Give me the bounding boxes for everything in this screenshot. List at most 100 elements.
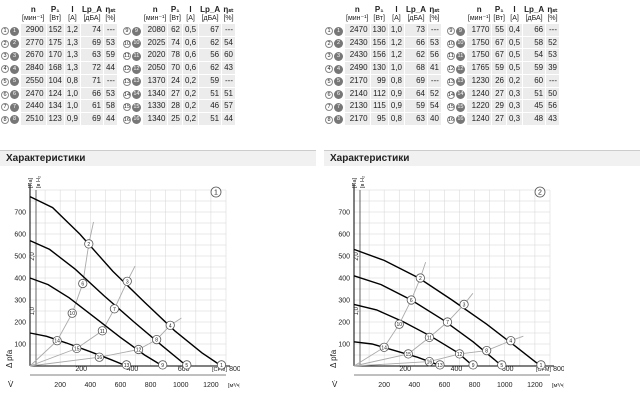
y-tick-label: 600: [338, 232, 350, 239]
x-tick-label-m3h: 400: [84, 382, 96, 389]
y-tick-label: 400: [14, 276, 26, 283]
y2-tick-label: 2,0: [354, 252, 360, 261]
operating-point-marker: 7: [334, 102, 343, 112]
cell-n: 1220: [466, 100, 492, 112]
cell-n: 1230: [466, 74, 492, 87]
cell-p: 99: [370, 74, 388, 87]
cell-i: 0,6: [182, 62, 199, 74]
cell-i: 0,3: [506, 87, 523, 100]
y-tick-label: 700: [338, 210, 350, 217]
x-tick-label-m3h: 1200: [527, 382, 543, 389]
performance-table-left: n [мин⁻¹] P₁ [Вт] I [A] Lp_A [дБА] ηₛₜ [%] n[…: [0, 4, 236, 126]
cell-p: 59: [492, 62, 506, 74]
operating-point-label: 3: [463, 302, 466, 308]
cell-n: 2430: [345, 49, 370, 62]
y-tick-label: 100: [14, 342, 26, 349]
table-row: 5 5 2550 104 0,8 71 --- 13 13 1370 24 0,2 59 ---: [1, 74, 235, 87]
table-row: 6 6 2470 124 1,0 66 53 14 14 1340 27 0,2 51 51: [1, 87, 235, 100]
cell-i: 0,9: [388, 87, 404, 100]
cell-n: 2025: [142, 36, 168, 49]
y-unit-label: [Па]: [352, 177, 358, 188]
cell-eta: ---: [104, 74, 117, 87]
operating-point-marker: 16: [131, 115, 141, 125]
row-number: 12 12: [122, 62, 142, 74]
fan-curve-chart-1: 100 200 300 400 500 600 700 [Па] [в H₂O] 1,0 2,0 Δ …: [0, 170, 242, 403]
row-index-circle: 16: [122, 115, 131, 124]
cell-lp: 46: [199, 100, 222, 112]
cell-lp: 59: [199, 74, 222, 87]
operating-point-label: 12: [457, 352, 463, 358]
cell-n: 1330: [142, 100, 168, 112]
row-number: 15 15: [122, 100, 142, 112]
cell-i: 0,3: [506, 100, 523, 112]
row-index-circle: 9: [446, 27, 455, 35]
header-i: I: [71, 5, 74, 14]
operating-point-marker: 1: [334, 26, 343, 36]
row-index-circle: 8: [1, 115, 9, 124]
cell-p: 130: [370, 24, 388, 36]
cell-i: 1,3: [64, 62, 80, 74]
operating-point-marker: 9: [131, 26, 141, 36]
cell-lp: 74: [81, 24, 103, 36]
operating-point-label: 7: [113, 307, 116, 313]
operating-point-label: 16: [427, 360, 433, 366]
operating-point-marker: 8: [334, 115, 343, 125]
x-tick-label-cfm: 200: [75, 366, 87, 373]
cell-n: 2020: [142, 49, 168, 62]
table-row: 8 8 2170 95 0,8 63 40 16 16 1240 27 0,3 48 43: [325, 112, 559, 125]
chart-badge-label: 2: [538, 190, 542, 197]
cell-i: 0,2: [182, 87, 199, 100]
cell-lp: 71: [81, 74, 103, 87]
operating-point-label: 6: [81, 282, 84, 288]
fan-curve-1: [29, 195, 222, 367]
operating-point-marker: 14: [131, 90, 141, 100]
row-index-circle: 4: [1, 65, 9, 74]
cell-n: 2510: [21, 112, 46, 125]
cell-eta: 52: [546, 36, 559, 49]
cell-p: 27: [492, 112, 506, 125]
operating-point-label: 12: [136, 348, 142, 354]
x-tick-label-cfm: 400: [451, 366, 463, 373]
header-i-unit: [A]: [68, 15, 77, 22]
cell-p: 24: [168, 74, 182, 87]
operating-point-marker: 11: [455, 51, 465, 61]
operating-point-label: 16: [97, 355, 103, 361]
cell-p: 28: [168, 100, 182, 112]
cell-p: 26: [492, 74, 506, 87]
cell-eta: 56: [546, 100, 559, 112]
x-tick-label-m3h: 1000: [173, 382, 189, 389]
operating-point-label: 9: [472, 363, 475, 369]
cell-p: 170: [46, 49, 64, 62]
operating-point-label: 2: [87, 242, 90, 248]
operating-point-label: 5: [500, 363, 503, 369]
y-tick-label: 200: [14, 320, 26, 327]
header-n: n: [30, 5, 36, 14]
x-tick-label-m3h: 1000: [497, 382, 513, 389]
fan-curve-chart-2: 100 200 300 400 500 600 700 [Па] [в H₂O] 1,0 2,0 Δ …: [324, 170, 566, 403]
cell-lp: 69: [405, 74, 427, 87]
operating-point-marker: 5: [10, 77, 19, 87]
cell-n: 2080: [142, 24, 168, 36]
cell-lp: 69: [81, 36, 103, 49]
cell-i: 1,3: [64, 36, 80, 49]
table-header-row: n [мин⁻¹] P₁ [Вт] I [A] Lp_A [дБА] ηₛₜ [%] n[…: [346, 5, 558, 22]
row-index-circle: 12: [446, 65, 455, 74]
operating-point-marker: 12: [455, 64, 465, 74]
cell-i: 0,8: [64, 74, 80, 87]
operating-point-label: 4: [169, 323, 172, 329]
operating-point-14: 14: [379, 342, 389, 352]
x-tick-label-m3h: 800: [145, 382, 157, 389]
operating-point-marker: 10: [131, 39, 141, 49]
cell-lp: 67: [199, 24, 222, 36]
x-tick-label-m3h: 600: [115, 382, 127, 389]
operating-point-15: 15: [403, 349, 413, 359]
operating-point-label: 1: [220, 363, 223, 369]
operating-point-marker: 13: [131, 77, 141, 87]
cell-eta: 56: [428, 49, 441, 62]
cell-n: 2770: [21, 36, 46, 49]
